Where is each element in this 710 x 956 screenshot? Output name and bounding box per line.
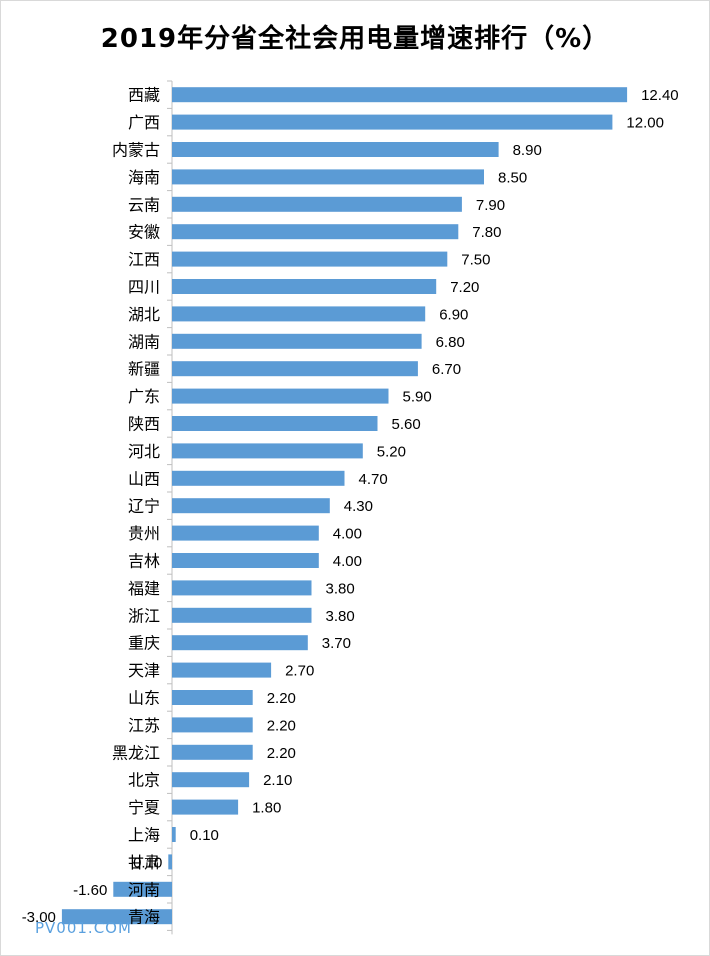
- data-label: -0.10: [128, 854, 162, 871]
- category-label: 江西: [128, 250, 160, 269]
- category-label: 广西: [128, 113, 160, 132]
- data-label: 7.80: [472, 224, 501, 241]
- category-label: 四川: [128, 278, 160, 297]
- bar: [172, 717, 253, 733]
- bar: [172, 553, 319, 568]
- bar: [172, 87, 628, 103]
- data-label: 0.10: [190, 827, 219, 844]
- category-label: 宁夏: [128, 798, 160, 817]
- watermark: PV001.COM: [35, 919, 132, 937]
- category-label: 山西: [128, 469, 160, 488]
- category-label: 福建: [128, 579, 160, 598]
- bar: [172, 525, 319, 541]
- bar: [172, 744, 253, 760]
- bar: [172, 196, 462, 212]
- bar: [61, 909, 172, 925]
- bar: [172, 388, 389, 404]
- data-label: 3.70: [322, 635, 351, 652]
- bar: [172, 114, 613, 130]
- data-label: 3.80: [326, 608, 355, 625]
- data-label: 7.20: [450, 279, 479, 296]
- category-label: 安徽: [128, 223, 160, 242]
- data-label: 7.50: [461, 252, 490, 269]
- data-label: 3.80: [326, 580, 355, 597]
- category-label: 重庆: [128, 634, 160, 653]
- bar: [172, 635, 308, 651]
- data-label: 12.40: [641, 87, 679, 104]
- bar: [172, 470, 345, 486]
- category-label: 北京: [128, 771, 160, 790]
- bar: [172, 443, 363, 459]
- data-label: 5.90: [403, 389, 432, 406]
- data-label: 4.70: [359, 471, 388, 488]
- chart-title: 2019年分省全社会用电量增速排行（%）: [100, 24, 610, 54]
- category-label: 浙江: [128, 606, 160, 625]
- category-label: 河南: [128, 880, 160, 899]
- data-label: 8.50: [498, 169, 527, 186]
- data-label: -3.00: [22, 909, 56, 926]
- bar: [172, 662, 272, 678]
- data-label: 2.10: [263, 772, 292, 789]
- data-label: 4.00: [333, 553, 362, 570]
- category-label: 青海: [128, 908, 160, 927]
- bar: [172, 279, 437, 294]
- category-label: 辽宁: [128, 497, 160, 516]
- bar: [172, 169, 484, 185]
- bar: [172, 361, 418, 377]
- category-label: 吉林: [128, 552, 160, 571]
- bar: [172, 251, 448, 267]
- bar: [168, 854, 172, 870]
- bar: [113, 881, 172, 897]
- bar: [172, 799, 239, 815]
- data-label: 2.20: [267, 690, 296, 707]
- bar: [172, 827, 176, 842]
- data-label: 6.90: [439, 306, 468, 323]
- data-label: 5.20: [377, 443, 406, 460]
- data-label: 12.00: [626, 115, 664, 132]
- data-label: 8.90: [513, 142, 542, 159]
- category-label: 海南: [128, 168, 160, 187]
- category-label: 西藏: [128, 86, 160, 105]
- category-label: 河北: [128, 442, 160, 461]
- data-label: 7.90: [476, 197, 505, 214]
- bar: [172, 607, 312, 623]
- category-label: 黑龙江: [112, 743, 160, 762]
- category-label: 湖北: [128, 305, 160, 324]
- bar: [172, 690, 253, 705]
- category-label: 上海: [128, 826, 160, 845]
- data-label: 6.80: [436, 334, 465, 351]
- bar: [172, 416, 378, 431]
- bar: [172, 333, 422, 349]
- category-label: 广东: [128, 387, 160, 406]
- bar: [172, 224, 459, 240]
- category-label: 陕西: [128, 415, 160, 434]
- data-label: 1.80: [252, 800, 281, 817]
- bar: [172, 306, 426, 322]
- bar: [172, 142, 499, 157]
- bar: [172, 772, 250, 788]
- category-label: 山东: [128, 689, 160, 708]
- data-label: 2.20: [267, 745, 296, 762]
- bar: [172, 580, 312, 596]
- category-label: 云南: [128, 195, 160, 214]
- bar: [172, 498, 330, 514]
- category-label: 甘肃: [128, 853, 160, 872]
- category-label: 湖南: [128, 332, 160, 351]
- data-label: 6.70: [432, 361, 461, 378]
- data-label: -1.60: [73, 882, 107, 899]
- data-label: 4.30: [344, 498, 373, 515]
- category-label: 江苏: [128, 716, 160, 735]
- data-label: 4.00: [333, 526, 362, 543]
- category-label: 天津: [128, 661, 160, 680]
- data-label: 5.60: [392, 416, 421, 433]
- category-label: 贵州: [128, 524, 160, 543]
- category-label: 新疆: [128, 360, 160, 379]
- data-label: 2.20: [267, 717, 296, 734]
- data-label: 2.70: [285, 663, 314, 680]
- category-label: 内蒙古: [112, 141, 160, 160]
